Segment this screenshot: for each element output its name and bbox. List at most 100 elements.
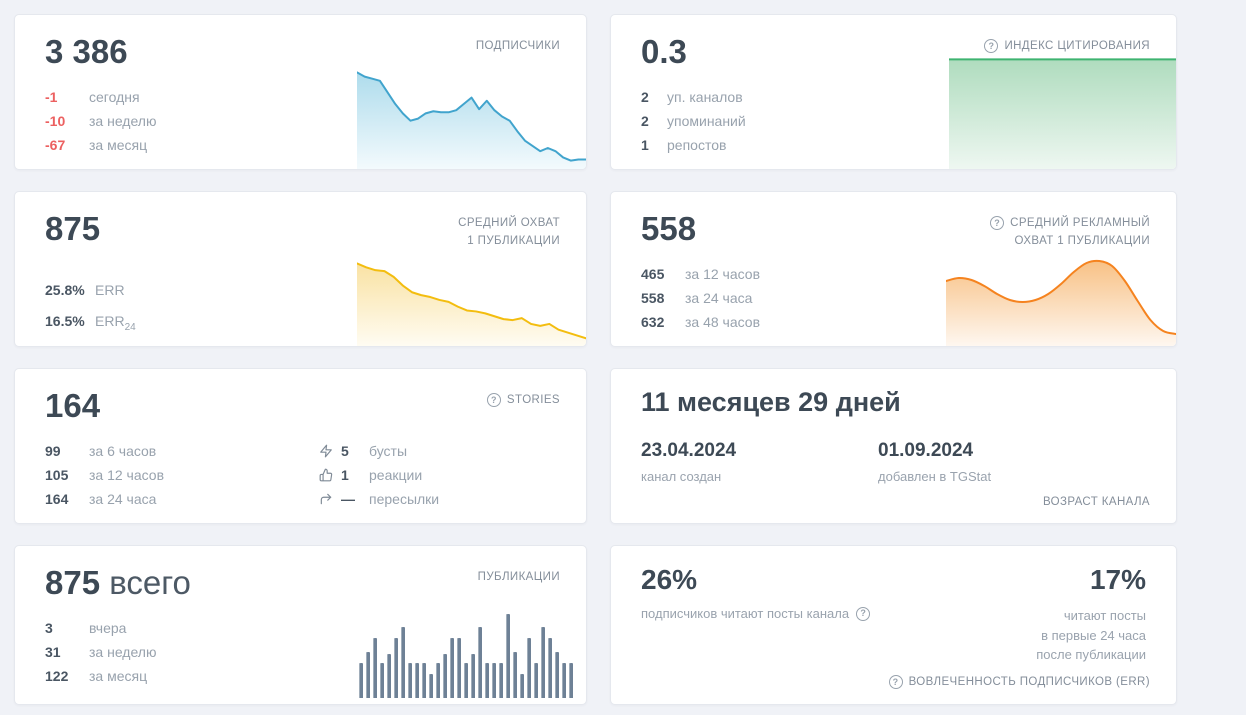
stories-engagement-stats: 5 бусты 1 реакции — пересылки xyxy=(319,439,556,511)
stat-value: — xyxy=(341,490,355,507)
stat-label: за неделю xyxy=(89,643,157,660)
stat-row: 99 за 6 часов xyxy=(45,439,319,463)
avg-reach-title: СРЕДНИЙ ОХВАТ 1 ПУБЛИКАЦИИ xyxy=(458,214,560,251)
stat-row: 558 за 24 часа xyxy=(641,286,1146,310)
stat-row: 31 за неделю xyxy=(45,640,556,664)
stat-value: 105 xyxy=(45,466,69,483)
help-icon[interactable]: ? xyxy=(856,606,871,621)
err-left-block: 26% подписчиков читают посты канала ? xyxy=(641,564,871,621)
stat-value: 558 xyxy=(641,289,665,306)
channel-age-card: 11 месяцев 29 дней 23.04.2024 канал созд… xyxy=(610,368,1177,524)
stat-label: за 48 часов xyxy=(685,313,761,330)
channel-created-label: канал создан xyxy=(641,469,722,484)
publications-title: ПУБЛИКАЦИИ xyxy=(477,571,560,583)
stat-label: за 12 часов xyxy=(685,265,761,282)
citation-index-title: ИНДЕКС ЦИТИРОВАНИЯ xyxy=(1004,40,1150,52)
stat-row: 164 за 24 часа xyxy=(45,487,319,511)
citation-index-value: 0.3 xyxy=(641,33,687,70)
stat-label: пересылки xyxy=(369,490,440,507)
err-footer: ? ВОВЛЕЧЕННОСТЬ ПОДПИСЧИКОВ (ERR) xyxy=(888,675,1150,689)
stat-value: 164 xyxy=(45,490,69,507)
stories-stats: 99 за 6 часов 105 за 12 часов 164 за 24 … xyxy=(45,439,556,511)
subscribers-stats: -1 сегодня -10 за неделю -67 за месяц xyxy=(45,85,556,157)
subscribers-title: ПОДПИСЧИКИ xyxy=(475,40,560,52)
stat-row: -10 за неделю xyxy=(45,109,556,133)
avg-ad-reach-value: 558 xyxy=(641,210,697,247)
avg-ad-reach-title-line1: ? СРЕДНИЙ РЕКЛАМНЫЙ xyxy=(990,214,1150,232)
channel-created-date: 23.04.2024 xyxy=(641,440,737,461)
channel-age-dates: 23.04.2024 канал создан 01.09.2024 добав… xyxy=(641,440,1146,484)
stat-row: — пересылки xyxy=(319,487,556,511)
err-left-value: 26% xyxy=(641,564,698,595)
stat-value: 122 xyxy=(45,667,69,684)
stat-row: 16.5% ERR24 xyxy=(45,309,556,340)
avg-ad-reach-stats: 465 за 12 часов 558 за 24 часа 632 за 48… xyxy=(641,262,1146,334)
stat-value: -67 xyxy=(45,136,66,153)
publications-value: 875 всего xyxy=(45,564,191,601)
channel-added-date: 01.09.2024 xyxy=(878,440,974,461)
stat-label: за месяц xyxy=(89,667,148,684)
stories-title: STORIES xyxy=(506,394,560,406)
avg-ad-reach-card: 558 ? СРЕДНИЙ РЕКЛАМНЫЙ ОХВАТ 1 ПУБЛИКАЦ… xyxy=(610,191,1177,347)
avg-reach-value: 875 xyxy=(45,210,101,247)
stat-label: уп. каналов xyxy=(667,88,743,105)
err-card: 26% подписчиков читают посты канала ? 17… xyxy=(610,545,1177,705)
err-right-value: 17% xyxy=(1089,564,1146,595)
help-icon[interactable]: ? xyxy=(990,216,1005,231)
stat-value: 632 xyxy=(641,313,665,330)
avg-ad-reach-title-line2: ОХВАТ 1 ПУБЛИКАЦИИ xyxy=(1014,235,1150,248)
stat-label: ERR24 xyxy=(95,312,136,333)
help-icon[interactable]: ? xyxy=(984,39,999,54)
stat-label: реакции xyxy=(369,466,423,483)
err-left-label: подписчиков читают посты канала ? xyxy=(641,606,871,621)
avg-reach-stats: 25.8% ERR 16.5% ERR24 xyxy=(45,278,556,340)
stat-row: 2 уп. каналов xyxy=(641,85,1146,109)
avg-reach-title-line2: 1 ПУБЛИКАЦИИ xyxy=(467,235,560,248)
thumbs-up-icon xyxy=(319,468,337,482)
channel-age-value: 11 месяцев 29 дней xyxy=(641,387,901,417)
stat-row: 1 репостов xyxy=(641,133,1146,157)
stat-label: бусты xyxy=(369,442,408,459)
stat-row: 105 за 12 часов xyxy=(45,463,319,487)
channel-added-block: 01.09.2024 добавлен в TGStat xyxy=(878,440,1146,484)
citation-index-stats: 2 уп. каналов 2 упоминаний 1 репостов xyxy=(641,85,1146,157)
channel-created-block: 23.04.2024 канал создан xyxy=(641,440,878,484)
stat-row: -1 сегодня xyxy=(45,85,556,109)
subscribers-value: 3 386 xyxy=(45,33,128,70)
stats-dashboard: 3 386 ПОДПИСЧИКИ -1 сегодня -10 за недел… xyxy=(14,14,1177,705)
stories-value: 164 xyxy=(45,387,101,424)
stories-time-stats: 99 за 6 часов 105 за 12 часов 164 за 24 … xyxy=(45,439,319,511)
err-right-label: читают посты в первые 24 часа после публ… xyxy=(1036,608,1146,662)
subscribers-card: 3 386 ПОДПИСЧИКИ -1 сегодня -10 за недел… xyxy=(14,14,587,170)
stat-label: за 12 часов xyxy=(89,466,165,483)
help-icon[interactable]: ? xyxy=(486,393,501,408)
publications-value-suffix: всего xyxy=(109,564,191,601)
stat-row: 632 за 48 часов xyxy=(641,310,1146,334)
err-right-block: 17% читают посты в первые 24 часа после … xyxy=(1036,564,1146,665)
stat-row: 5 бусты xyxy=(319,439,556,463)
stat-value: 31 xyxy=(45,643,61,660)
stat-row: 3 вчера xyxy=(45,616,556,640)
channel-age-footer: ВОЗРАСТ КАНАЛА xyxy=(1042,496,1150,508)
stories-title-row: ? STORIES xyxy=(486,391,560,409)
stat-value: -10 xyxy=(45,112,66,129)
err-content: 26% подписчиков читают посты канала ? 17… xyxy=(641,564,1146,665)
stat-value: 2 xyxy=(641,88,649,105)
publications-stats: 3 вчера 31 за неделю 122 за месяц xyxy=(45,616,556,688)
help-icon[interactable]: ? xyxy=(888,675,903,689)
stat-value: 2 xyxy=(641,112,649,129)
stat-label: сегодня xyxy=(89,88,140,105)
stat-row: 2 упоминаний xyxy=(641,109,1146,133)
stat-value: 1 xyxy=(641,136,649,153)
stat-label: репостов xyxy=(667,136,727,153)
lightning-icon xyxy=(319,444,337,458)
stat-label: за 6 часов xyxy=(89,442,157,459)
stat-value: 3 xyxy=(45,619,53,636)
channel-added-label: добавлен в TGStat xyxy=(878,469,992,484)
avg-ad-reach-title: ? СРЕДНИЙ РЕКЛАМНЫЙ ОХВАТ 1 ПУБЛИКАЦИИ xyxy=(990,214,1150,251)
stat-value: 1 xyxy=(341,466,349,483)
stat-value: -1 xyxy=(45,88,58,105)
stat-label: упоминаний xyxy=(667,112,746,129)
stat-label: за неделю xyxy=(89,112,157,129)
stat-label: за месяц xyxy=(89,136,148,153)
